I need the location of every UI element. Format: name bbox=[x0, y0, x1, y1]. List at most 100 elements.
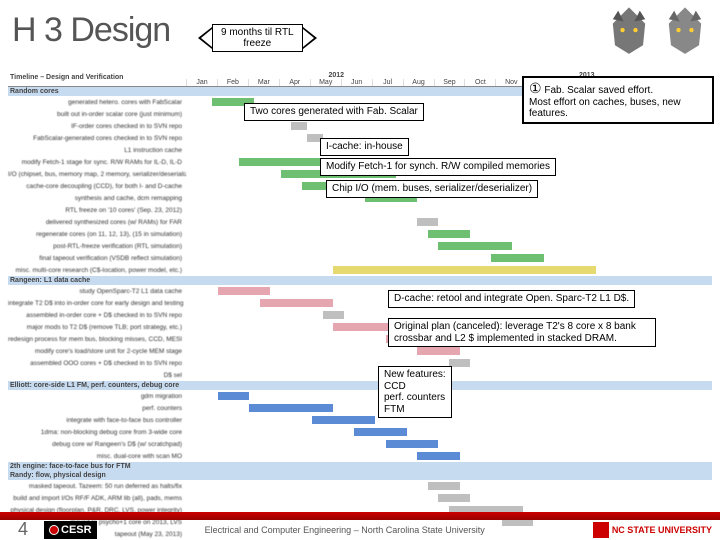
slide-title: H 3 Design bbox=[0, 11, 170, 50]
info-icon: ① bbox=[529, 80, 542, 96]
gantt-bar bbox=[260, 299, 334, 307]
gantt-year bbox=[186, 72, 211, 79]
callout-newfeat: New features: CCD perf. counters FTM bbox=[378, 366, 452, 418]
gantt-section-header: Randy: flow, physical design bbox=[8, 471, 712, 480]
gantt-year: 2012 bbox=[211, 72, 461, 79]
gantt-row: build and import I/Os RF/F ADK, ARM lib … bbox=[8, 492, 712, 504]
gantt-task-label: modify core's load/store unit for 2-cycl… bbox=[8, 348, 186, 355]
gantt-bar-track bbox=[186, 438, 712, 450]
gantt-bar bbox=[312, 416, 375, 424]
callout-body: Most effort on caches, buses, new featur… bbox=[529, 97, 681, 120]
rtl-freeze-arrow: 9 months til RTL freeze bbox=[198, 24, 317, 52]
gantt-month: Sep bbox=[434, 79, 465, 86]
gantt-section-header: Rangeen: L1 data cache bbox=[8, 276, 712, 285]
gantt-bar-track bbox=[186, 228, 712, 240]
gantt-task-label: study OpenSparc-T2 L1 data cache bbox=[8, 288, 186, 295]
gantt-bar bbox=[417, 218, 438, 226]
gantt-bar bbox=[428, 230, 470, 238]
gantt-task-label: misc. multi-core research (C$-location, … bbox=[8, 267, 186, 274]
gantt-bar bbox=[428, 482, 460, 490]
ncsu-block-icon bbox=[593, 522, 609, 538]
callout-heading: Fab. Scalar saved effort. bbox=[544, 85, 653, 96]
dot-icon bbox=[49, 525, 59, 535]
footer-red-strip bbox=[0, 512, 720, 520]
gantt-task-label: misc. dual-core with scan MO bbox=[8, 453, 186, 460]
gantt-task-label: debug core w/ Rangeen's D$ (w/ scratchpa… bbox=[8, 441, 186, 448]
gantt-task-label: modify Fetch-1 stage for sync. R/W RAMs … bbox=[8, 159, 186, 166]
gantt-row: gdm migration bbox=[8, 390, 712, 402]
gantt-task-label: FabScalar-generated cores checked in to … bbox=[8, 135, 186, 142]
gantt-task-label: I/O (chipset, bus, memory map, 2 memory,… bbox=[8, 171, 186, 178]
gantt-bar-track bbox=[186, 240, 712, 252]
gantt-row: misc. dual-core with scan MO bbox=[8, 450, 712, 462]
wolf-logo-group bbox=[602, 2, 712, 56]
gantt-bar bbox=[386, 440, 439, 448]
gantt-chart: Timeline – Design and Verification 20122… bbox=[8, 72, 712, 472]
cesr-logo: CESR bbox=[44, 521, 97, 539]
gantt-row: 1dma: non-blocking debug core from 3-wid… bbox=[8, 426, 712, 438]
gantt-row: assembled OOO cores + D$ checked in to S… bbox=[8, 357, 712, 369]
gantt-task-label: integrate with face-to-face bus controll… bbox=[8, 417, 186, 424]
gantt-bar bbox=[438, 494, 470, 502]
gantt-bar bbox=[218, 392, 250, 400]
gantt-bar bbox=[449, 359, 470, 367]
gantt-bar-track bbox=[186, 264, 712, 276]
gantt-row: integrate with face-to-face bus controll… bbox=[8, 414, 712, 426]
gantt-task-label: build and import I/Os RF/F ADK, ARM lib … bbox=[8, 495, 186, 502]
gantt-row: masked tapeout. Tazeem: 50 run deferred … bbox=[8, 480, 712, 492]
gantt-task-label: gdm migration bbox=[8, 393, 186, 400]
gantt-task-label: assembled in-order core + D$ checked in … bbox=[8, 312, 186, 319]
callout-two-cores: Two cores generated with Fab. Scalar bbox=[244, 103, 424, 121]
gantt-row: regenerate cores (on 11, 12, 13), (15 in… bbox=[8, 228, 712, 240]
gantt-section-header: Elliott: core-side L1 FM, perf. counters… bbox=[8, 381, 712, 390]
callout-dcache: D-cache: retool and integrate Open. Spar… bbox=[388, 290, 635, 308]
gantt-task-label: integrate T2 D$ into in-order core for e… bbox=[8, 300, 186, 307]
gantt-bar-track bbox=[186, 216, 712, 228]
gantt-task-label: regenerate cores (on 11, 12, 13), (15 in… bbox=[8, 231, 186, 238]
slide-number: 4 bbox=[6, 519, 40, 540]
ncsu-text: NC STATE UNIVERSITY bbox=[612, 525, 712, 535]
gantt-bar-track bbox=[186, 132, 712, 144]
gantt-task-label: synthesis and cache, dcm remapping bbox=[8, 195, 186, 202]
wolf-icon bbox=[602, 2, 656, 56]
gantt-month: May bbox=[310, 79, 341, 86]
gantt-month: Oct bbox=[464, 79, 495, 86]
gantt-task-label: post-RTL-freeze verification (RTL simula… bbox=[8, 243, 186, 250]
footer-text: Electrical and Computer Engineering – No… bbox=[97, 525, 593, 535]
gantt-bar bbox=[417, 347, 459, 355]
gantt-bar-track bbox=[186, 204, 712, 216]
gantt-task-label: 1dma: non-blocking debug core from 3-wid… bbox=[8, 429, 186, 436]
gantt-row: D$ sel bbox=[8, 369, 712, 381]
gantt-task-label: assembled OOO cores + D$ checked in to S… bbox=[8, 360, 186, 367]
gantt-task-label: redesign process for mem bus, blocking m… bbox=[8, 336, 186, 343]
gantt-task-label: delivered synthesized cores (w/ RAMs) fo… bbox=[8, 219, 186, 226]
gantt-bar bbox=[291, 122, 307, 130]
gantt-row: post-RTL-freeze verification (RTL simula… bbox=[8, 240, 712, 252]
callout-fetch1: Modify Fetch-1 for synch. R/W compiled m… bbox=[320, 158, 556, 176]
gantt-bar bbox=[218, 287, 271, 295]
gantt-bar bbox=[333, 266, 596, 274]
gantt-task-label: RTL freeze on '10 cores' (Sep. 23, 2012) bbox=[8, 207, 186, 214]
gantt-row: final tapeout verification (VSDB reflect… bbox=[8, 252, 712, 264]
gantt-task-label: cache-core decoupling (CCD), for both I-… bbox=[8, 183, 186, 190]
gantt-bar-track bbox=[186, 426, 712, 438]
gantt-row: misc. multi-core research (C$-location, … bbox=[8, 264, 712, 276]
gantt-task-label: built out in-order scalar core (just min… bbox=[8, 111, 186, 118]
gantt-task-label: L1 instruction cache bbox=[8, 147, 186, 154]
gantt-row: RTL freeze on '10 cores' (Sep. 23, 2012) bbox=[8, 204, 712, 216]
gantt-month: Aug bbox=[403, 79, 434, 86]
gantt-task-label: perf. counters bbox=[8, 405, 186, 412]
gantt-month: Mar bbox=[248, 79, 279, 86]
gantt-header-label: Timeline – Design and Verification bbox=[8, 72, 186, 86]
gantt-month: Feb bbox=[217, 79, 248, 86]
callout-chipio: Chip I/O (mem. buses, serializer/deseria… bbox=[326, 180, 538, 198]
gantt-row: delivered synthesized cores (w/ RAMs) fo… bbox=[8, 216, 712, 228]
gantt-task-label: D$ sel bbox=[8, 372, 186, 379]
gantt-month: Jul bbox=[372, 79, 403, 86]
footer: 4 CESR Electrical and Computer Engineeri… bbox=[0, 512, 720, 540]
gantt-month: Jun bbox=[341, 79, 372, 86]
gantt-bar bbox=[491, 254, 544, 262]
gantt-task-label: generated hetero. cores with FabScalar bbox=[8, 99, 186, 106]
callout-saved-effort: ① Fab. Scalar saved effort. Most effort … bbox=[522, 76, 714, 124]
gantt-bar bbox=[323, 311, 344, 319]
